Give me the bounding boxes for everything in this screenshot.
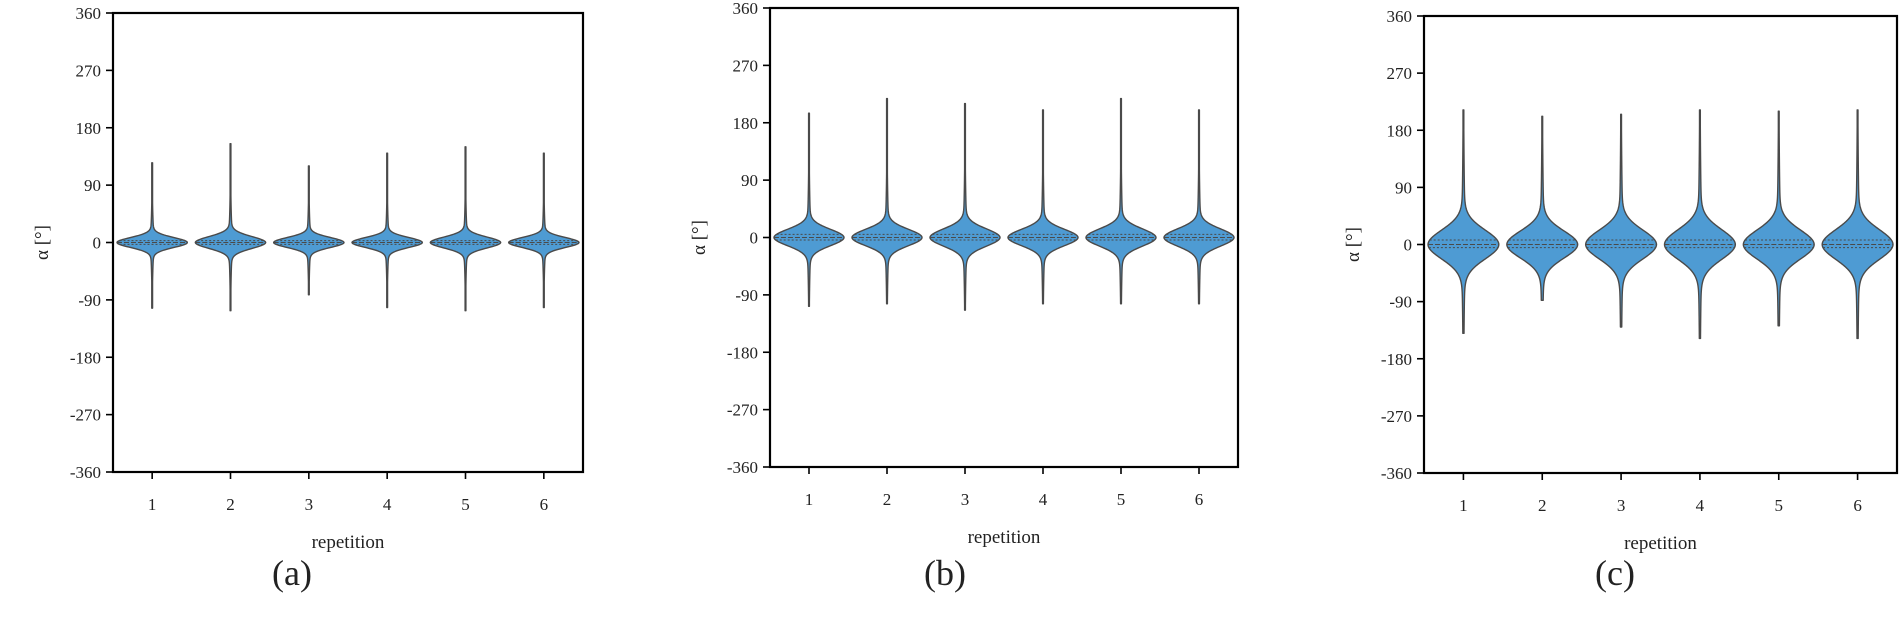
violin-3 — [929, 102, 1001, 311]
y-axis-label: α [°] — [32, 225, 53, 260]
x-axis-label: repetition — [312, 532, 385, 553]
x-tick-label: 2 — [883, 490, 892, 509]
panel-a: -360 -270 -180 -90 0 90 180 270 360 1 2 3 4 5 6 repetit… — [32, 4, 585, 593]
violin-2 — [194, 142, 267, 312]
y-tick-label: 0 — [93, 234, 102, 253]
panel-label: (c) — [1595, 553, 1635, 593]
y-tick-label: -180 — [70, 348, 101, 367]
violin-2 — [1506, 115, 1579, 302]
violin-5 — [1742, 110, 1815, 327]
x-tick-label: 5 — [461, 495, 470, 514]
y-tick-label: -180 — [1381, 350, 1412, 369]
y-tick-label: -180 — [727, 343, 758, 362]
violin-1 — [1427, 109, 1500, 335]
y-tick-label: -270 — [70, 406, 101, 425]
y-tick-label: 90 — [741, 171, 758, 190]
violin-5 — [1085, 97, 1157, 305]
x-tick-label: 4 — [383, 495, 392, 514]
y-tick-label: -270 — [727, 401, 758, 420]
violin-1 — [773, 112, 845, 308]
x-tick-label: 3 — [305, 495, 314, 514]
x-axis-label: repetition — [1624, 533, 1697, 554]
y-tick-label: -360 — [727, 458, 758, 477]
y-tick-label: 180 — [733, 114, 759, 133]
violin-3 — [272, 165, 345, 296]
violin-6 — [507, 152, 580, 309]
y-tick-label: 270 — [1387, 64, 1413, 83]
y-tick-label: 90 — [1395, 178, 1412, 197]
panel-c: -360 -270 -180 -90 0 90 180 270 360 1 2 3 4 5 6 repetit… — [1343, 7, 1899, 593]
x-tick-label: 1 — [1459, 496, 1468, 515]
x-tick-label: 5 — [1775, 496, 1784, 515]
y-tick-label: 0 — [750, 229, 759, 248]
panel-label: (b) — [924, 553, 966, 593]
violin-4 — [1007, 109, 1079, 305]
y-tick-label: -270 — [1381, 407, 1412, 426]
panel-label: (a) — [272, 553, 312, 593]
violin-6 — [1821, 109, 1894, 340]
y-tick-label: 180 — [76, 119, 102, 138]
y-tick-label: 270 — [733, 56, 759, 75]
violin-2 — [851, 97, 923, 305]
violin-5 — [429, 146, 502, 312]
violin-6 — [1163, 109, 1235, 305]
x-tick-label: 1 — [805, 490, 814, 509]
violin-4 — [351, 152, 424, 309]
x-axis-label: repetition — [968, 527, 1041, 548]
y-axis-label: α [°] — [1343, 227, 1364, 262]
y-tick-label: 360 — [1387, 7, 1413, 26]
x-tick-label: 6 — [540, 495, 549, 514]
y-tick-label: 0 — [1404, 236, 1413, 255]
violin-1 — [116, 162, 189, 309]
y-tick-label: 270 — [76, 61, 102, 80]
y-tick-label: -90 — [1389, 293, 1412, 312]
y-tick-label: 360 — [733, 0, 759, 18]
y-tick-label: -360 — [70, 463, 101, 482]
x-tick-label: 4 — [1039, 490, 1048, 509]
x-tick-label: 3 — [961, 490, 970, 509]
violin-3 — [1584, 113, 1658, 328]
panel-b: -360 -270 -180 -90 0 90 180 270 360 1 2 3 4 5 6 repetit… — [689, 0, 1240, 593]
y-tick-label: -90 — [78, 291, 101, 310]
y-tick-label: 360 — [76, 4, 102, 23]
x-tick-label: 4 — [1696, 496, 1705, 515]
x-tick-label: 1 — [148, 495, 157, 514]
y-axis-label: α [°] — [689, 220, 710, 255]
x-tick-label: 2 — [226, 495, 235, 514]
x-tick-label: 2 — [1538, 496, 1547, 515]
y-tick-label: -360 — [1381, 464, 1412, 483]
violin-4 — [1663, 109, 1737, 340]
x-tick-label: 3 — [1617, 496, 1626, 515]
x-tick-label: 6 — [1853, 496, 1862, 515]
y-tick-label: 180 — [1387, 121, 1413, 140]
y-tick-label: 90 — [84, 176, 101, 195]
x-tick-label: 6 — [1195, 490, 1204, 509]
x-tick-label: 5 — [1117, 490, 1126, 509]
y-tick-label: -90 — [735, 286, 758, 305]
